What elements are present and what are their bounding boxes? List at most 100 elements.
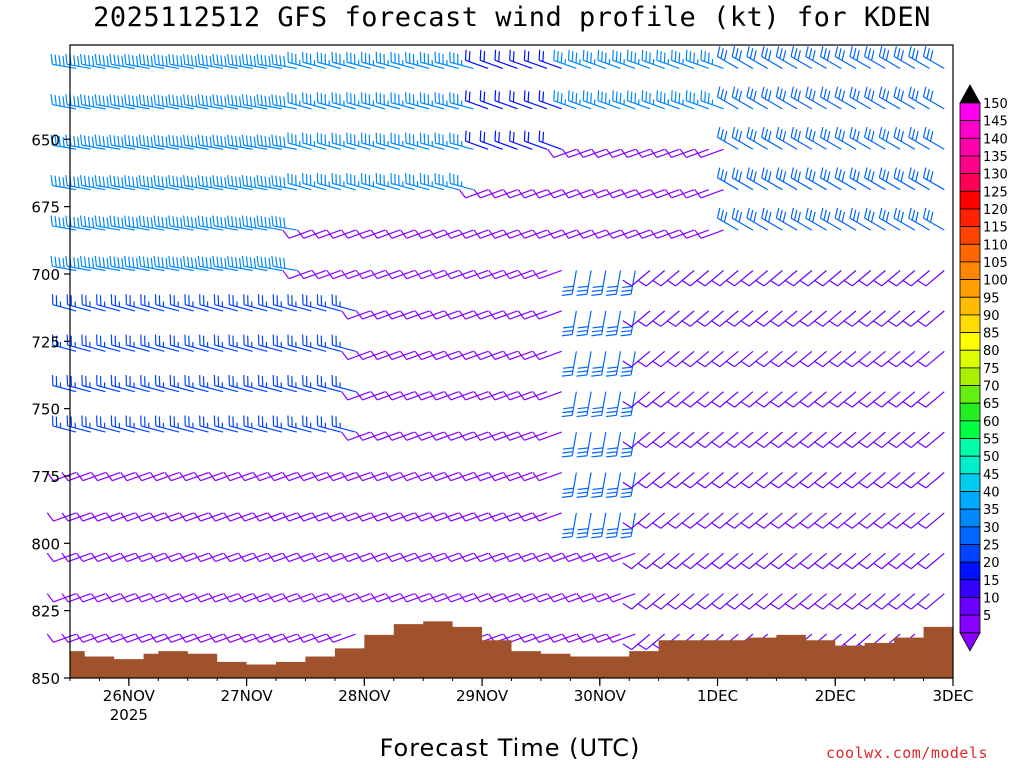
- wind-barb: [302, 415, 327, 433]
- colorbar-label: 135: [983, 150, 1008, 165]
- y-tick-label: 850: [31, 670, 60, 688]
- wind-barb: [834, 126, 857, 150]
- wind-barbs-layer: [46, 46, 945, 651]
- wind-barb: [769, 391, 798, 408]
- wind-barb: [813, 391, 842, 408]
- wind-barb: [666, 472, 695, 489]
- wind-barb: [716, 86, 739, 110]
- wind-barb: [857, 472, 886, 489]
- wind-barb: [591, 391, 607, 418]
- wind-barb: [109, 53, 135, 70]
- wind-barb: [140, 415, 165, 433]
- wind-barb: [50, 134, 77, 150]
- wind-barb: [183, 255, 209, 272]
- wind-barb: [228, 415, 253, 433]
- colorbar-swatch: [959, 120, 981, 139]
- wind-barb: [110, 294, 136, 312]
- wind-barb: [893, 46, 916, 69]
- wind-barb: [754, 391, 783, 408]
- wind-barb: [784, 350, 813, 368]
- wind-barb: [784, 391, 813, 408]
- wind-barb: [813, 593, 842, 610]
- wind-barb: [153, 94, 180, 110]
- wind-barb: [605, 552, 636, 563]
- wind-barb: [50, 94, 77, 110]
- wind-barb: [197, 53, 224, 70]
- wind-barb: [553, 90, 577, 110]
- wind-barb: [124, 53, 150, 70]
- wind-barb: [390, 51, 415, 70]
- wind-barb: [605, 633, 636, 643]
- wind-barb: [271, 134, 297, 150]
- wind-barb: [228, 375, 253, 393]
- wind-barb: [346, 92, 371, 110]
- wind-barb: [605, 351, 622, 377]
- wind-barb: [591, 351, 607, 377]
- wind-barb: [731, 46, 754, 69]
- x-tick-label: 2DEC: [815, 687, 856, 705]
- credit-link[interactable]: coolwx.com/models: [826, 744, 989, 762]
- wind-barb: [197, 215, 224, 231]
- wind-barb: [775, 126, 798, 150]
- colorbar-label: 115: [983, 221, 1008, 236]
- wind-barb: [622, 512, 651, 529]
- wind-barb: [241, 53, 268, 70]
- wind-barb: [902, 391, 930, 408]
- colorbar-swatch: [959, 491, 981, 510]
- wind-barb: [271, 255, 297, 272]
- colorbar-label: 55: [983, 433, 1000, 448]
- colorbar-label: 65: [983, 397, 1000, 412]
- wind-barb: [872, 593, 901, 610]
- wind-barb: [685, 90, 710, 110]
- wind-barb: [805, 207, 827, 231]
- wind-barb: [819, 167, 842, 191]
- wind-barb: [725, 310, 754, 327]
- wind-barb: [746, 126, 768, 150]
- wind-barb: [110, 415, 136, 433]
- wind-barb: [50, 255, 77, 272]
- colorbar-swatch: [959, 243, 981, 263]
- wind-barb: [887, 310, 916, 327]
- wind-barb: [227, 53, 253, 70]
- wind-barb: [813, 512, 842, 529]
- wind-barb: [775, 167, 798, 191]
- wind-barb: [666, 350, 695, 368]
- wind-barb: [532, 269, 562, 280]
- wind-barb: [696, 472, 724, 489]
- colorbar-swatch: [959, 279, 981, 298]
- wind-barb: [637, 431, 666, 449]
- wind-barb: [125, 294, 150, 312]
- wind-barb: [287, 173, 312, 191]
- wind-barb: [819, 126, 842, 150]
- y-tick-label: 650: [31, 131, 60, 149]
- wind-barb: [227, 215, 253, 231]
- wind-barb: [96, 334, 121, 352]
- wind-barb: [857, 593, 886, 610]
- wind-barb: [887, 512, 916, 529]
- wind-barb: [331, 51, 356, 70]
- colorbar-label: 95: [983, 291, 1000, 306]
- wind-barb: [287, 92, 312, 110]
- wind-barb: [622, 310, 651, 327]
- wind-barb: [331, 173, 356, 191]
- wind-barb: [670, 90, 695, 110]
- wind-barb: [154, 334, 180, 352]
- wind-barb: [509, 49, 533, 70]
- wind-barb: [626, 49, 651, 70]
- wind-barb: [243, 375, 268, 393]
- colorbar-label: 40: [983, 486, 1000, 501]
- wind-barb: [271, 175, 297, 191]
- wind-barb: [893, 167, 916, 191]
- wind-barb: [96, 294, 121, 312]
- wind-barb: [331, 294, 356, 312]
- wind-barb: [696, 552, 724, 570]
- wind-barb: [227, 134, 253, 150]
- wind-barb: [857, 512, 886, 529]
- wind-barb: [197, 134, 224, 150]
- wind-barb: [346, 51, 371, 70]
- wind-barb: [346, 132, 371, 150]
- wind-barb: [109, 175, 135, 191]
- wind-barb: [740, 310, 769, 327]
- wind-barb: [849, 46, 872, 69]
- wind-barb: [81, 415, 106, 433]
